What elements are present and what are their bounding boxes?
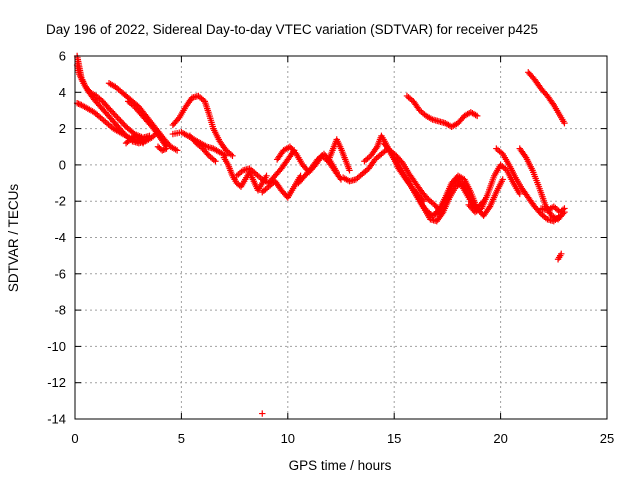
x-tick-label: 20	[493, 431, 507, 446]
data-point	[499, 176, 506, 183]
plot-frame	[74, 55, 608, 420]
data-point	[161, 145, 169, 153]
series-arc-10	[186, 132, 219, 165]
data-point	[111, 111, 118, 118]
data-point	[423, 194, 431, 202]
data-point	[131, 132, 138, 140]
data-point	[212, 158, 219, 165]
series-arc-11	[220, 154, 270, 194]
data-point	[263, 172, 270, 179]
data-point	[110, 109, 117, 117]
grid	[75, 56, 607, 419]
y-tick-label: -8	[54, 303, 66, 318]
data-point	[173, 147, 181, 154]
series-arc-5	[125, 98, 170, 150]
data-point	[108, 108, 116, 115]
data-point	[549, 100, 556, 107]
data-point	[536, 209, 543, 216]
data-point	[346, 167, 353, 174]
data-point	[291, 149, 299, 156]
series-arc-29	[554, 250, 565, 263]
series-arc-27	[403, 92, 481, 130]
series-arc-19	[380, 139, 445, 216]
x-axis-label: GPS time / hours	[289, 458, 392, 473]
data-point	[160, 146, 167, 153]
x-tick-label: 15	[387, 431, 401, 446]
series-arc-26	[537, 203, 568, 216]
x-tick-label: 0	[71, 431, 78, 446]
data-point	[558, 250, 565, 258]
series-arc-8	[169, 92, 236, 160]
data-point	[138, 138, 146, 145]
data-point	[559, 206, 567, 213]
y-tick-label: -6	[54, 266, 66, 281]
series-outlier	[259, 410, 266, 417]
data-point	[438, 210, 446, 217]
data-point	[163, 145, 170, 152]
y-tick-label: 0	[59, 157, 66, 172]
data-point	[473, 112, 481, 120]
series-arc-7	[154, 143, 170, 154]
data-point	[107, 106, 114, 114]
y-axis-label: SDTVAR / TECUs	[6, 184, 21, 293]
data-point	[521, 152, 529, 160]
data-point	[396, 163, 403, 171]
data-point	[114, 114, 121, 121]
y-tick-label: -10	[47, 339, 66, 354]
axis-ticks: 0 5 10 15 20 25 -14 -12 -10 -8 -6 -4 -2 0 2 4 6	[47, 49, 614, 447]
data-point	[174, 115, 182, 123]
data-point	[385, 145, 392, 153]
data-point	[118, 119, 126, 126]
data-point	[120, 120, 127, 127]
data-point	[75, 100, 82, 107]
series-arc-6	[122, 132, 147, 147]
x-tick-label: 5	[178, 431, 185, 446]
data-point	[561, 205, 568, 212]
data-point	[372, 145, 380, 152]
data-point	[117, 117, 124, 124]
data-point	[561, 119, 568, 127]
data-point	[112, 112, 120, 120]
data-point	[191, 138, 199, 145]
y-tick-label: -12	[47, 375, 66, 390]
data-point	[516, 190, 523, 198]
y-tick-label: -4	[54, 230, 66, 245]
data-point	[229, 152, 236, 160]
data-point	[76, 101, 84, 108]
data-point	[105, 105, 113, 112]
data-point	[159, 147, 166, 154]
series-arc-28	[525, 69, 568, 127]
series-arc-23	[465, 161, 523, 216]
data-point	[115, 116, 123, 123]
y-tick-label: -14	[47, 412, 66, 427]
x-tick-label: 25	[600, 431, 614, 446]
y-tick-label: -2	[54, 194, 66, 209]
y-tick-label: 6	[59, 49, 66, 64]
data-point	[398, 158, 405, 165]
data-point	[333, 168, 340, 176]
data-point	[259, 410, 266, 417]
y-tick-label: 2	[59, 121, 66, 136]
chart-title: Day 196 of 2022, Sidereal Day-to-day VTE…	[46, 22, 538, 37]
y-tick-label: 4	[59, 85, 66, 100]
series-arc-16	[325, 136, 353, 174]
data-point	[204, 151, 211, 158]
data-points	[73, 52, 568, 417]
data-point	[139, 139, 147, 147]
data-point	[485, 204, 493, 212]
data-point	[132, 133, 140, 140]
x-tick-label: 10	[281, 431, 295, 446]
